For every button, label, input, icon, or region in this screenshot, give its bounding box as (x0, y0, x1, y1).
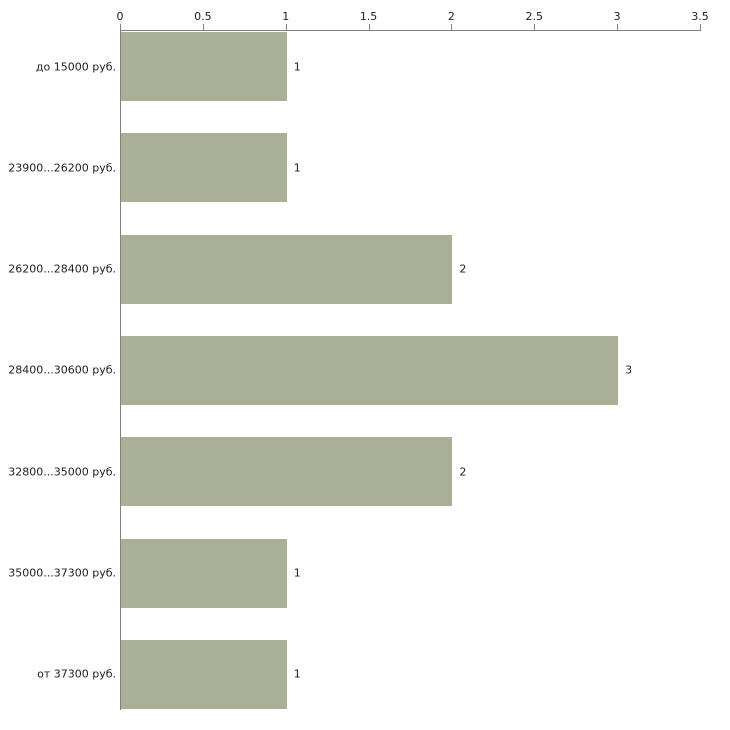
bar (121, 32, 287, 101)
value-label: 2 (459, 465, 467, 479)
y-axis-line (120, 30, 121, 710)
category-label: 35000...37300 руб. (8, 566, 116, 580)
category-label: от 37300 руб. (37, 667, 116, 681)
x-tick (700, 24, 701, 30)
value-label: 1 (293, 161, 301, 175)
value-label: 1 (293, 60, 301, 73)
x-tick (451, 24, 453, 30)
category-label: до 15000 руб. (35, 60, 116, 73)
x-tick-label: 1 (282, 10, 290, 23)
bar (121, 437, 453, 507)
bar (121, 133, 287, 203)
x-tick (617, 24, 619, 30)
category-label: 32800...35000 руб. (8, 465, 116, 479)
bar (121, 538, 287, 608)
bar (121, 234, 453, 304)
x-tick-label: 3 (613, 10, 621, 23)
x-tick-label: 2.5 (525, 10, 544, 23)
value-label: 2 (459, 262, 467, 276)
value-label: 1 (293, 566, 301, 580)
x-tick (285, 24, 287, 30)
x-tick-label: 0 (116, 10, 124, 23)
value-label: 1 (293, 667, 301, 681)
x-tick (120, 24, 121, 30)
x-tick-label: 2 (447, 10, 455, 23)
category-label: 23900...26200 руб. (8, 161, 116, 175)
x-axis-line (120, 30, 701, 31)
x-tick-label: 0.5 (194, 10, 212, 23)
x-tick-label: 1.5 (359, 10, 378, 23)
category-label: 26200...28400 руб. (8, 262, 116, 276)
x-tick (368, 24, 370, 30)
value-label: 3 (625, 363, 633, 377)
x-tick-label: 3.5 (691, 10, 709, 23)
bar (121, 335, 619, 405)
x-tick (534, 24, 536, 30)
bar (121, 639, 287, 709)
category-label: 28400...30600 руб. (8, 363, 116, 377)
x-tick (202, 24, 204, 30)
